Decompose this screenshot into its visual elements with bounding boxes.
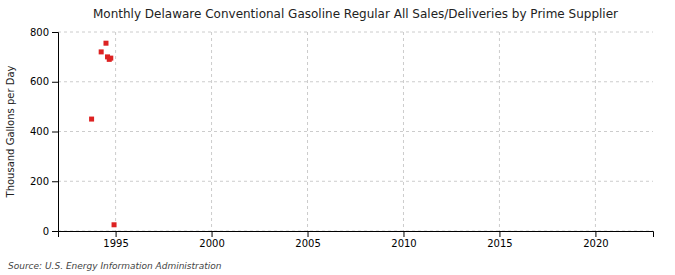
tick-label: 0	[43, 226, 49, 237]
grid-line-y	[58, 32, 653, 33]
tick-label: 200	[30, 176, 49, 187]
point	[103, 41, 108, 46]
x-axis: 1995 2000 2005 2010 2015 2020	[59, 231, 654, 249]
grid-line-y	[58, 181, 653, 182]
y-axis: 0 200 400 600 800	[30, 27, 59, 237]
tick-label: 1995	[103, 238, 128, 249]
tick: 400	[30, 126, 58, 137]
tick-mark	[212, 231, 213, 237]
tick-mark	[595, 231, 596, 237]
tick: 200	[30, 176, 58, 187]
annotation: Source: U.S. Energy Information Administ…	[8, 261, 222, 271]
grid-line-x	[307, 32, 308, 231]
tick-label: 2005	[295, 238, 320, 249]
y-axis-label: Thousand Gallons per Day	[5, 65, 16, 198]
tick-label: 2020	[583, 238, 608, 249]
tick: 2015	[487, 231, 512, 249]
grid-line-x	[499, 32, 500, 231]
grid-line-y	[58, 131, 653, 132]
tick-label: 2000	[199, 238, 224, 249]
tick: 600	[30, 76, 58, 87]
tick-mark	[52, 132, 58, 133]
title: Monthly Delaware Conventional Gasoline R…	[93, 7, 618, 21]
tick: 800	[30, 27, 58, 38]
point	[99, 49, 104, 54]
grid-line-x	[403, 32, 404, 231]
axis-line	[59, 232, 654, 238]
axis-line	[52, 33, 59, 232]
tick-label: 400	[30, 126, 49, 137]
tick-label: 2015	[487, 238, 512, 249]
tick: 0	[43, 226, 58, 237]
point	[89, 117, 94, 122]
grid-line-x	[595, 32, 596, 231]
tick-mark	[308, 231, 309, 237]
grid-line-x	[115, 32, 116, 231]
tick-mark	[403, 231, 404, 237]
tick-mark	[116, 231, 117, 237]
tick: 1995	[103, 231, 128, 249]
tick: 2000	[199, 231, 224, 249]
tick: 2010	[391, 231, 416, 249]
grid	[58, 32, 653, 231]
chart: 1995 2000 2005 2010 2015 2020 0 200 400 600 800 Mon…	[0, 0, 675, 275]
points	[89, 41, 116, 228]
tick-label: 2010	[391, 238, 416, 249]
plot-area: 1995 2000 2005 2010 2015 2020 0 200 400 600 800	[30, 27, 654, 249]
point	[112, 222, 117, 227]
tick-mark	[52, 231, 58, 232]
tick: 2020	[583, 231, 608, 249]
tick-mark	[52, 181, 58, 182]
tick-label: 800	[30, 27, 49, 38]
grid-line-y	[58, 81, 653, 82]
tick-mark	[52, 32, 58, 33]
point	[108, 56, 113, 61]
tick-mark	[52, 82, 58, 83]
tick: 2005	[295, 231, 320, 249]
tick-mark	[499, 231, 500, 237]
grid-line-x	[211, 32, 212, 231]
tick-label: 600	[30, 76, 49, 87]
